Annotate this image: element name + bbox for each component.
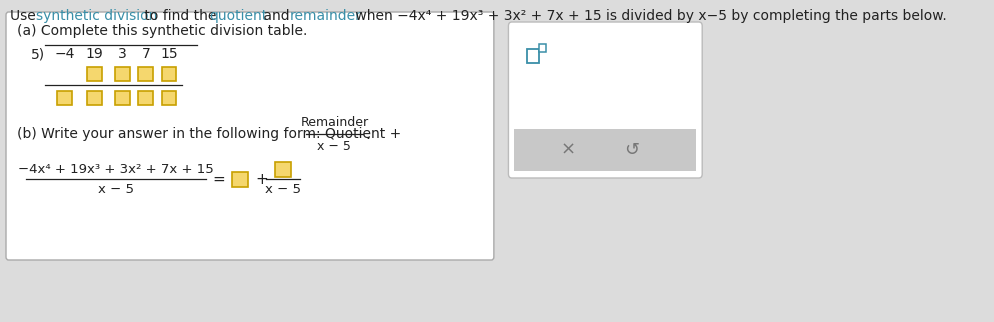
Text: 7: 7 — [141, 47, 150, 61]
Text: 5): 5) — [31, 47, 45, 61]
Text: −4x⁴ + 19x³ + 3x² + 7x + 15: −4x⁴ + 19x³ + 3x² + 7x + 15 — [18, 163, 214, 175]
Bar — [539, 44, 546, 52]
Text: 19: 19 — [85, 47, 103, 61]
Text: +: + — [255, 172, 268, 186]
Text: x − 5: x − 5 — [264, 183, 300, 195]
Bar — [138, 91, 153, 105]
Bar — [527, 49, 539, 63]
Text: synthetic division: synthetic division — [36, 9, 157, 23]
Bar — [115, 67, 130, 81]
Text: remainder: remainder — [289, 9, 361, 23]
Bar — [138, 67, 153, 81]
Text: ↺: ↺ — [623, 141, 639, 159]
Bar — [86, 91, 101, 105]
Bar — [161, 91, 176, 105]
Text: Remainder: Remainder — [300, 116, 368, 128]
FancyBboxPatch shape — [508, 22, 702, 178]
Bar — [161, 67, 176, 81]
Text: and: and — [259, 9, 294, 23]
Text: (a) Complete this synthetic division table.: (a) Complete this synthetic division tab… — [17, 24, 307, 38]
FancyBboxPatch shape — [6, 12, 493, 260]
Text: =: = — [212, 172, 225, 186]
Text: 15: 15 — [160, 47, 178, 61]
Bar — [233, 172, 248, 186]
Bar — [86, 67, 101, 81]
Text: x − 5: x − 5 — [97, 183, 133, 195]
Text: (b) Write your answer in the following form: Quotient +: (b) Write your answer in the following f… — [17, 127, 401, 141]
Text: x − 5: x − 5 — [317, 139, 351, 153]
Text: quotient: quotient — [209, 9, 267, 23]
Text: .: . — [365, 127, 370, 141]
Bar — [275, 162, 290, 176]
Bar — [115, 91, 130, 105]
Text: ×: × — [560, 141, 575, 159]
Text: −4: −4 — [54, 47, 75, 61]
Bar — [514, 129, 696, 171]
Bar — [57, 91, 72, 105]
Text: to find the: to find the — [140, 9, 221, 23]
Text: Use: Use — [10, 9, 41, 23]
Text: when −4x⁴ + 19x³ + 3x² + 7x + 15 is divided by x−5 by completing the parts below: when −4x⁴ + 19x³ + 3x² + 7x + 15 is divi… — [351, 9, 946, 23]
Text: 3: 3 — [118, 47, 127, 61]
